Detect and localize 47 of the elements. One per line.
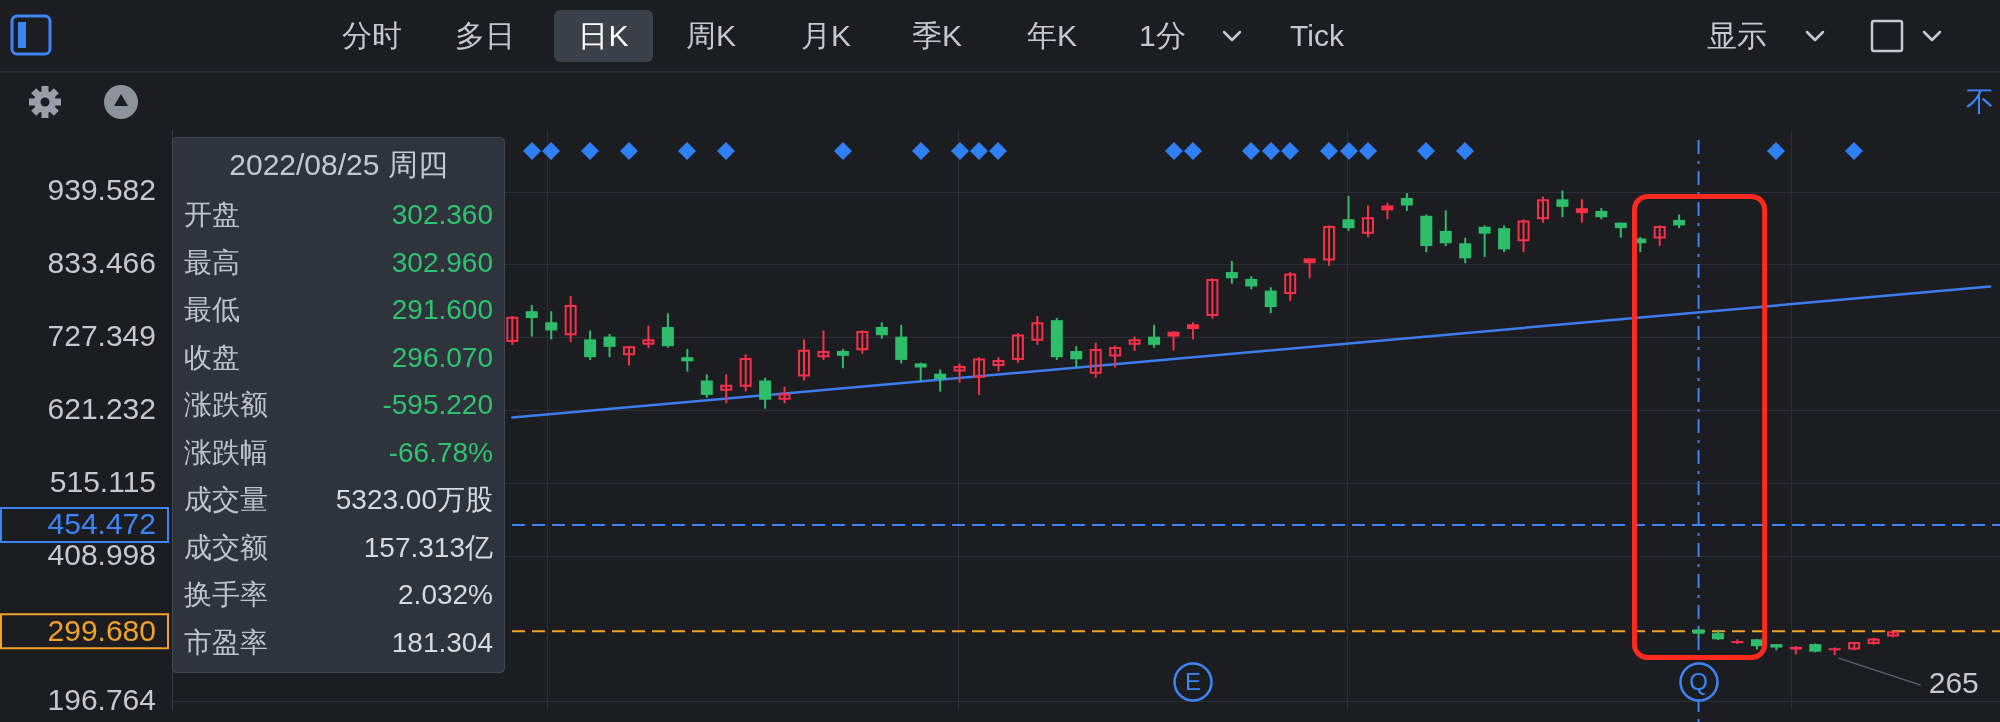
annotation: 涨跌幅 [184, 435, 268, 470]
annotation: 最低 [184, 293, 240, 327]
text: 周K [686, 17, 737, 54]
annotation: 开盘 [184, 198, 240, 232]
candlestick [1323, 225, 1336, 266]
annotation: 收盘 [184, 340, 240, 375]
annotation: 涨跌额 [184, 388, 268, 422]
annotation: Q [1689, 668, 1708, 695]
annotation: E [1184, 668, 1201, 695]
annotation: 2022/08/25 周四 [229, 146, 448, 183]
y-tick-label: 621.232 [47, 391, 156, 425]
candlestick [564, 296, 577, 343]
text: 显示 [1707, 17, 1767, 54]
text: 1分 [1139, 17, 1186, 54]
candlestick [739, 354, 752, 392]
text: 分时 [342, 17, 402, 54]
y-tick-label: 727.349 [47, 319, 156, 352]
text: 日K [578, 17, 629, 54]
annotation: 成交量 [184, 483, 268, 517]
annotation: 296.070 [391, 341, 493, 374]
ref-line-label: 299.680 [47, 613, 156, 647]
annotation: 5323.00万股 [335, 483, 493, 517]
y-tick-label: 515.115 [49, 464, 156, 498]
annotation: 市盈率 [184, 625, 268, 660]
annotation: 最高 [184, 245, 240, 280]
annotation: 换手率 [184, 578, 268, 612]
text: Tick [1290, 19, 1344, 53]
text: 年K [1027, 17, 1078, 54]
annotation: 302.960 [391, 246, 493, 279]
text: 月K [801, 17, 852, 54]
text: 季K [912, 17, 963, 54]
annotation: 157.313亿 [363, 530, 493, 565]
y-tick-label: 196.764 [47, 683, 156, 717]
annotation: -595.220 [382, 389, 493, 421]
candlestick [1206, 278, 1219, 319]
annotation: 成交额 [184, 530, 268, 565]
candlestick [798, 339, 811, 381]
annotation: 2.032% [398, 579, 493, 611]
annotation: 302.360 [391, 199, 493, 231]
annotation: 181.304 [391, 626, 493, 659]
text: 多日 [455, 17, 515, 54]
text: 不 [1966, 85, 1994, 119]
y-tick-label: 833.466 [47, 246, 156, 280]
annotation: 291.600 [391, 294, 493, 326]
annotation: 265 [1928, 666, 1979, 700]
y-tick-label: 939.582 [47, 173, 156, 207]
annotation: -66.78% [388, 436, 493, 469]
